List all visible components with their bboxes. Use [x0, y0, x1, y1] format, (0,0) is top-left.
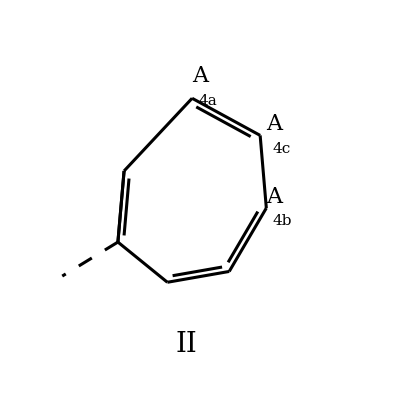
Text: 4a: 4a [198, 94, 217, 108]
Text: A: A [266, 186, 282, 208]
Text: 4c: 4c [273, 142, 291, 156]
Text: A: A [192, 66, 208, 87]
Text: 4b: 4b [273, 214, 292, 228]
Text: II: II [175, 330, 197, 358]
Text: A: A [266, 113, 282, 136]
